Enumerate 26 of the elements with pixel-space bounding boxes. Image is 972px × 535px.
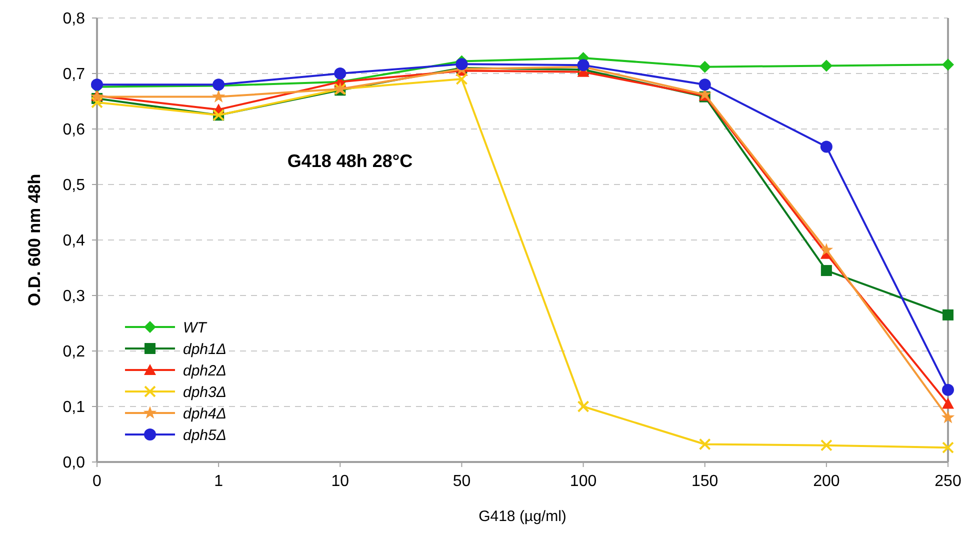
x-tick-label: 10 bbox=[331, 473, 350, 490]
y-tick-label: 0,1 bbox=[62, 399, 86, 416]
x-tick-label: 200 bbox=[813, 473, 840, 490]
y-tick-label: 0,5 bbox=[62, 177, 86, 194]
x-tick-label: 150 bbox=[692, 473, 718, 490]
text: G418 48h 28°C bbox=[287, 151, 413, 171]
y-tick-label: 0,7 bbox=[62, 66, 86, 84]
y-tick-label: 0,4 bbox=[62, 232, 86, 250]
x-axis-title: G418 (µg/ml) bbox=[478, 508, 566, 525]
legend-label: dph2Δ bbox=[183, 362, 226, 380]
y-tick-label: 0,3 bbox=[62, 288, 86, 306]
x-tick-label: 50 bbox=[452, 473, 471, 490]
legend-label: dph5Δ bbox=[183, 426, 226, 444]
y-axis-title: O.D. 600 nm 48h bbox=[25, 174, 44, 306]
legend-label: dph4Δ bbox=[183, 405, 226, 422]
x-tick-label: 1 bbox=[214, 473, 224, 490]
y-tick-label: 0,2 bbox=[62, 344, 86, 361]
x-tick-label: 250 bbox=[934, 473, 962, 490]
y-tick-label: 0,8 bbox=[62, 10, 86, 28]
y-tick-label: 0,6 bbox=[62, 122, 86, 139]
x-tick-label: 100 bbox=[570, 473, 597, 490]
x-tick-label: 0 bbox=[92, 473, 102, 490]
legend-label: WT bbox=[183, 319, 208, 336]
legend-label: dph1Δ bbox=[183, 340, 226, 358]
legend-label: dph3Δ bbox=[183, 384, 226, 401]
y-tick-label: 0,0 bbox=[62, 454, 86, 472]
